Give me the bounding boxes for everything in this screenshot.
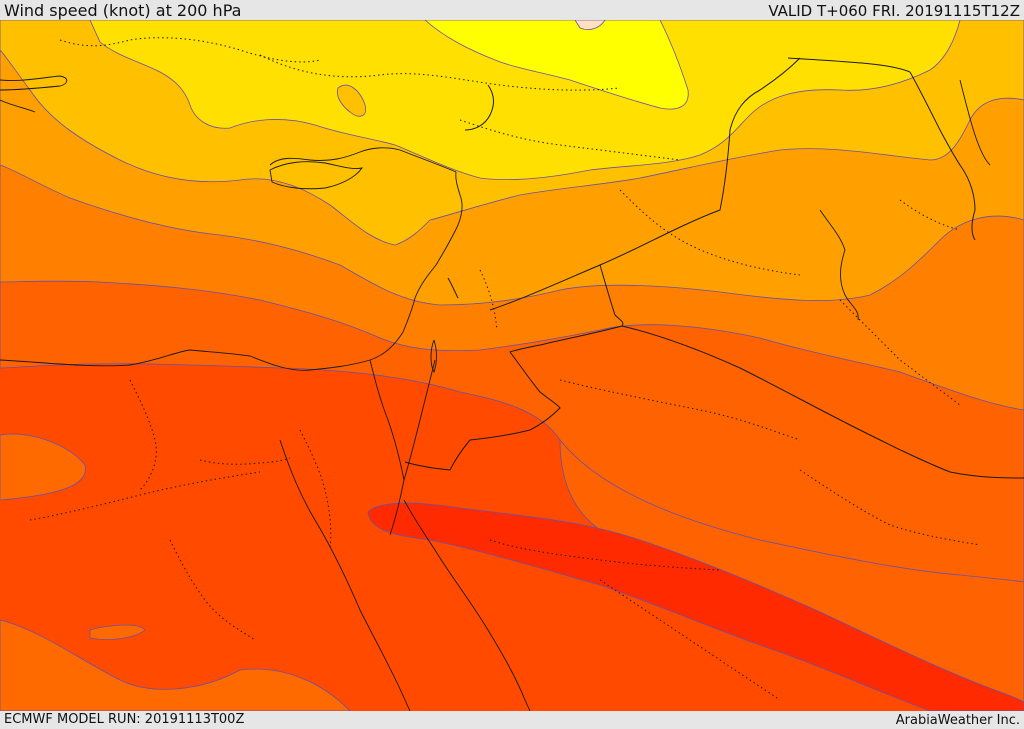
band-orange-west-blob — [0, 433, 86, 501]
credit-label: ArabiaWeather Inc. — [895, 713, 1020, 728]
band-yellow — [89, 20, 961, 180]
band-red-jet-core — [367, 502, 1024, 711]
band-yellow-bright — [424, 20, 689, 110]
model-run-label: ECMWF MODEL RUN: 20191113T00Z — [4, 712, 245, 727]
valid-time-label: VALID T+060 FRI. 20191115T12Z — [768, 2, 1020, 20]
major-borders — [404, 57, 1024, 479]
coastlines — [0, 75, 991, 711]
map-title: Wind speed (knot) at 200 hPa — [4, 1, 242, 20]
band-yellow-lobe — [336, 84, 367, 117]
band-peach-spot — [574, 20, 606, 30]
country-borders — [29, 37, 981, 701]
header-bar: Wind speed (knot) at 200 hPa VALID T+060… — [0, 0, 1024, 20]
footer-bar — [0, 711, 1024, 729]
wind-speed-map — [0, 20, 1024, 711]
band-orange-sw — [0, 619, 351, 711]
band-orange-small-blob — [89, 624, 146, 640]
